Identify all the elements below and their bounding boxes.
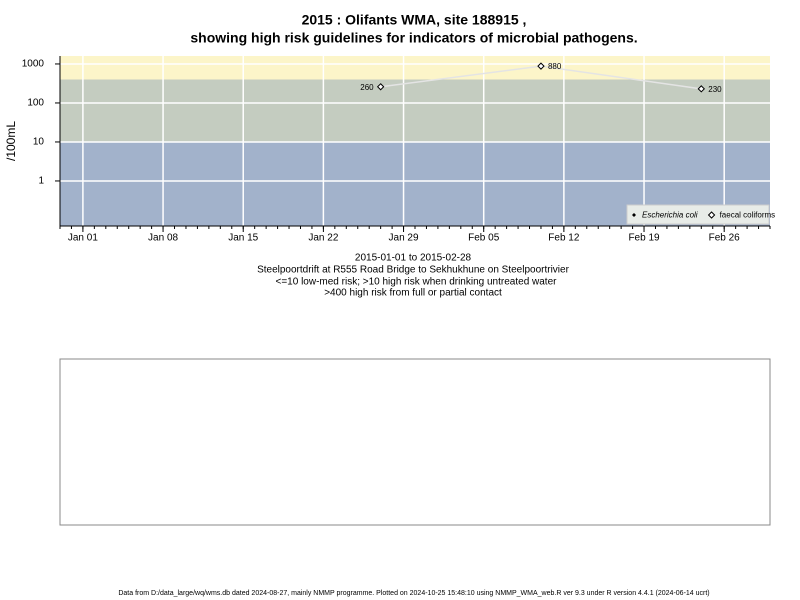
note: 2015-01-01 to 2015-02-28 (355, 253, 472, 264)
data-label: 230 (708, 85, 722, 94)
x-tick-label: Jan 22 (308, 233, 338, 244)
data-label: 260 (360, 83, 374, 92)
y-axis-label: /100mL (4, 121, 18, 161)
note: <=10 low-med risk; >10 high risk when dr… (276, 277, 558, 288)
y-tick-label: 10 (33, 137, 45, 148)
x-tick-label: Jan 08 (148, 233, 178, 244)
y-tick-label: 100 (27, 98, 44, 109)
y-tick-label: 1000 (22, 59, 45, 70)
x-tick-label: Feb 26 (709, 233, 741, 244)
point (697, 85, 705, 93)
legend-label: Escherichia coli (642, 211, 698, 220)
chart-title: 2015 : Olifants WMA, site 188915 , (302, 12, 527, 28)
x-tick-label: Jan 29 (389, 233, 419, 244)
data-label: 880 (548, 62, 562, 71)
empty-panel (59, 358, 771, 526)
x-tick-label: Jan 01 (68, 233, 98, 244)
risk-band (60, 56, 770, 80)
x-tick-label: Feb 05 (468, 233, 500, 244)
legend-label: faecal coliforms (720, 211, 776, 220)
point (707, 211, 716, 219)
chart-title: showing high risk guidelines for indicat… (190, 30, 637, 46)
note: Steelpoortdrift at R555 Road Bridge to S… (257, 265, 570, 276)
legend: Escherichia coli faecal coliforms (626, 204, 776, 225)
point (376, 83, 385, 91)
x-tick-label: Feb 12 (548, 233, 580, 244)
x-tick-label: Feb 19 (628, 233, 660, 244)
point (537, 62, 545, 70)
risk-band (60, 79, 770, 142)
y-tick-label: 1 (38, 176, 44, 187)
point (632, 213, 636, 217)
footer: Data from D:/data_large/wq/wms.db dated … (118, 590, 709, 597)
x-tick-label: Jan 15 (228, 233, 258, 244)
legend-box (626, 204, 770, 225)
note: >400 high risk from full or partial cont… (324, 288, 502, 299)
